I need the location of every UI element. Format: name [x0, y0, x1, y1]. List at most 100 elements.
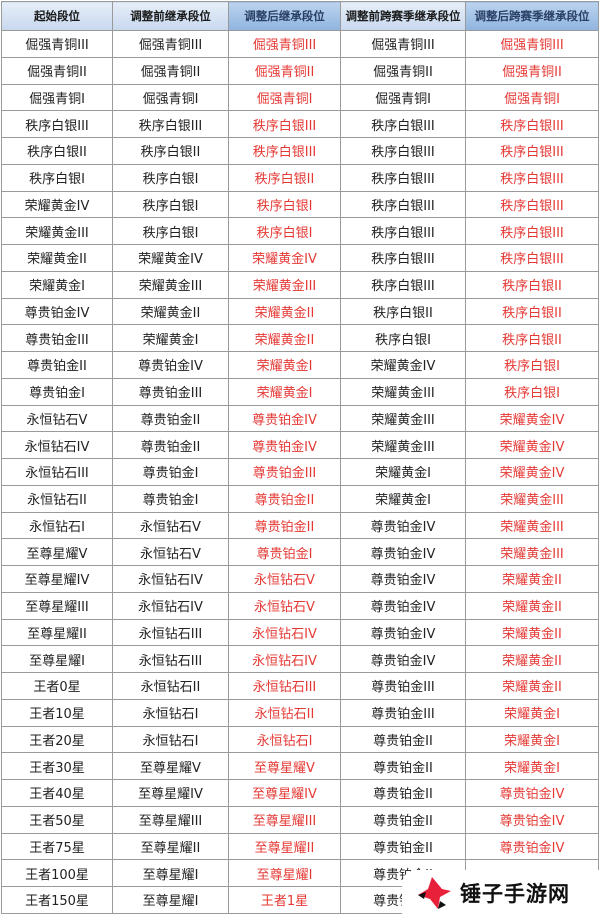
table-cell: 荣耀黄金IV — [1, 190, 113, 219]
table-row: 永恒钻石II 尊贵铂金I 尊贵铂金II 荣耀黄金I 荣耀黄金III — [1, 484, 599, 513]
table-cell: 荣耀黄金IV — [228, 244, 341, 272]
table-cell: 秩序白银II — [465, 297, 599, 326]
table-cell: 尊贵铂金II — [112, 404, 229, 433]
column-header: 调整前继承段位 — [112, 1, 229, 31]
table-cell: 尊贵铂金IV — [1, 297, 113, 326]
table-row: 荣耀黄金II 荣耀黄金IV 荣耀黄金IV 秩序白银III 秩序白银III — [1, 244, 599, 272]
table-cell: 荣耀黄金II — [1, 244, 113, 272]
table-cell: 秩序白银III — [465, 217, 599, 245]
table-cell: 倔强青铜I — [340, 83, 466, 112]
table-cell: 尊贵铂金IV — [465, 832, 599, 861]
column-header: 调整前跨赛季继承段位 — [340, 1, 466, 31]
table-cell: 秩序白银I — [228, 217, 341, 245]
table-cell: 秩序白银III — [1, 110, 113, 138]
table-cell: 永恒钻石I — [112, 698, 229, 727]
table-cell: 秩序白银I — [112, 163, 229, 192]
table-row: 秩序白银I 秩序白银I 秩序白银II 秩序白银III 秩序白银III — [1, 163, 599, 192]
table-cell: 荣耀黄金III — [465, 484, 599, 513]
table-cell: 倔强青铜III — [112, 30, 229, 58]
table-cell: 荣耀黄金II — [465, 591, 599, 620]
table-cell: 荣耀黄金III — [1, 217, 113, 245]
table-cell: 荣耀黄金II — [228, 324, 341, 352]
table-cell: 永恒钻石V — [228, 591, 341, 620]
table-cell: 尊贵铂金IV — [340, 565, 466, 593]
table-cell: 荣耀黄金II — [465, 672, 599, 700]
table-cell: 荣耀黄金II — [465, 645, 599, 673]
table-cell: 至尊星耀II — [228, 832, 341, 861]
table-cell: 尊贵铂金IV — [465, 805, 599, 834]
table-cell: 尊贵铂金II — [340, 832, 466, 861]
table-row: 永恒钻石I 永恒钻石V 尊贵铂金II 尊贵铂金IV 荣耀黄金III — [1, 511, 599, 540]
table-cell: 王者10星 — [1, 698, 113, 727]
table-cell: 尊贵铂金IV — [340, 618, 466, 647]
table-cell: 秩序白银I — [1, 163, 113, 192]
table-cell: 秩序白银II — [465, 270, 599, 299]
table-row: 王者75星 至尊星耀II 至尊星耀II 尊贵铂金II 尊贵铂金IV — [1, 832, 599, 861]
table-cell: 荣耀黄金II — [465, 565, 599, 593]
table-cell: 尊贵铂金II — [1, 351, 113, 379]
table-row: 至尊星耀V 永恒钻石V 尊贵铂金I 尊贵铂金IV 荣耀黄金III — [1, 538, 599, 566]
table-cell: 尊贵铂金II — [340, 779, 466, 807]
table-cell: 荣耀黄金I — [1, 270, 113, 299]
table-cell: 永恒钻石IV — [112, 591, 229, 620]
table-cell: 至尊星耀III — [112, 805, 229, 834]
table-row: 王者20星 永恒钻石I 永恒钻石I 尊贵铂金II 荣耀黄金I — [1, 725, 599, 754]
table-cell: 尊贵铂金IV — [228, 431, 341, 459]
table-cell: 秩序白银II — [112, 137, 229, 165]
table-cell: 永恒钻石V — [112, 538, 229, 566]
table-cell: 荣耀黄金III — [465, 538, 599, 566]
table-cell: 尊贵铂金III — [340, 698, 466, 727]
table-row: 永恒钻石V 尊贵铂金II 尊贵铂金IV 荣耀黄金III 荣耀黄金IV — [1, 404, 599, 433]
table-cell: 倔强青铜II — [340, 56, 466, 85]
table-row: 倔强青铜III 倔强青铜III 倔强青铜III 倔强青铜III 倔强青铜III — [1, 30, 599, 58]
table-cell: 荣耀黄金II — [228, 297, 341, 326]
table-cell: 秩序白银II — [340, 297, 466, 326]
table-cell: 王者1星 — [228, 886, 341, 914]
table-cell: 永恒钻石I — [228, 725, 341, 754]
table-row: 王者30星 至尊星耀V 至尊星耀V 尊贵铂金II 荣耀黄金I — [1, 752, 599, 780]
watermark-logo: 锤子手游网 — [402, 870, 600, 915]
table-row: 秩序白银II 秩序白银II 秩序白银III 秩序白银III 秩序白银III — [1, 137, 599, 165]
table-cell: 尊贵铂金IV — [340, 591, 466, 620]
table-cell: 永恒钻石V — [112, 511, 229, 540]
table-cell: 荣耀黄金IV — [465, 458, 599, 486]
table-cell: 倔强青铜III — [465, 30, 599, 58]
table-cell: 至尊星耀IV — [1, 565, 113, 593]
table-cell: 永恒钻石IV — [1, 431, 113, 459]
table-cell: 王者50星 — [1, 805, 113, 834]
table-cell: 荣耀黄金I — [340, 484, 466, 513]
table-cell: 倔强青铜III — [228, 30, 341, 58]
table-cell: 尊贵铂金IV — [465, 779, 599, 807]
table-cell: 倔强青铜I — [112, 83, 229, 112]
table-cell: 荣耀黄金III — [465, 511, 599, 540]
table-cell: 秩序白银I — [465, 377, 599, 406]
table-cell: 王者100星 — [1, 859, 113, 887]
table-cell: 永恒钻石I — [112, 725, 229, 754]
table-row: 尊贵铂金III 荣耀黄金I 荣耀黄金II 秩序白银I 秩序白银II — [1, 324, 599, 352]
table-row: 秩序白银III 秩序白银III 秩序白银III 秩序白银III 秩序白银III — [1, 110, 599, 138]
table-cell: 至尊星耀I — [228, 859, 341, 887]
table-cell: 秩序白银I — [340, 324, 466, 352]
table-cell: 荣耀黄金I — [112, 324, 229, 352]
table-cell: 荣耀黄金III — [340, 431, 466, 459]
table-cell: 至尊星耀III — [1, 591, 113, 620]
table-cell: 秩序白银III — [340, 190, 466, 219]
table-cell: 尊贵铂金I — [1, 377, 113, 406]
table-cell: 荣耀黄金III — [340, 377, 466, 406]
table-cell: 倔强青铜I — [465, 83, 599, 112]
table-row: 荣耀黄金I 荣耀黄金III 荣耀黄金III 秩序白银III 秩序白银II — [1, 270, 599, 299]
table-cell: 永恒钻石III — [1, 458, 113, 486]
table-cell: 荣耀黄金II — [112, 297, 229, 326]
table-row: 至尊星耀II 永恒钻石III 永恒钻石IV 尊贵铂金IV 荣耀黄金II — [1, 618, 599, 647]
table-row: 王者50星 至尊星耀III 至尊星耀III 尊贵铂金II 尊贵铂金IV — [1, 805, 599, 834]
column-header: 起始段位 — [1, 1, 113, 31]
table-cell: 王者75星 — [1, 832, 113, 861]
table-cell: 荣耀黄金II — [465, 618, 599, 647]
table-cell: 秩序白银III — [340, 244, 466, 272]
table-cell: 永恒钻石IV — [228, 618, 341, 647]
table-cell: 倔强青铜I — [1, 83, 113, 112]
table-cell: 至尊星耀II — [112, 832, 229, 861]
table-cell: 秩序白银II — [465, 324, 599, 352]
table-cell: 荣耀黄金I — [465, 698, 599, 727]
